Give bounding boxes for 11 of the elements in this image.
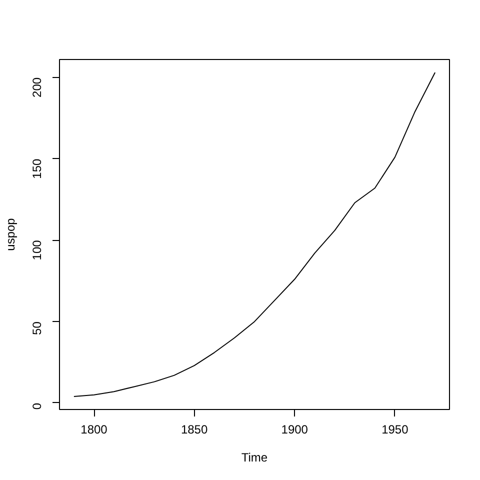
y-tick-label: 200 — [30, 77, 44, 98]
y-tick-label: 50 — [30, 321, 44, 335]
x-tick-label: 1800 — [80, 422, 108, 436]
y-tick-label: 150 — [30, 158, 44, 179]
x-tick-label: 1900 — [281, 422, 308, 436]
x-tick-label: 1850 — [180, 422, 208, 436]
x-axis-title: Time — [241, 450, 268, 464]
y-tick-label: 0 — [30, 402, 44, 410]
x-tick-label: 1950 — [382, 422, 409, 436]
y-tick-label: 100 — [30, 240, 44, 260]
y-axis-title: uspop — [4, 218, 18, 251]
